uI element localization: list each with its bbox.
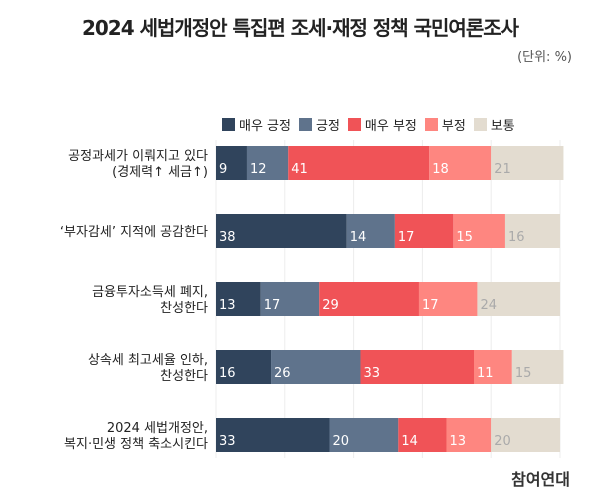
data-label: 11: [477, 366, 494, 381]
legend-label: 매우 긍정: [239, 119, 291, 134]
bar-segment: [453, 214, 505, 248]
data-label: 15: [456, 230, 473, 245]
data-label: 33: [363, 366, 380, 381]
data-label: 20: [494, 434, 511, 449]
bar-segment: [216, 418, 330, 452]
data-label: 20: [333, 434, 350, 449]
data-label: 13: [449, 434, 466, 449]
legend-label: 보통: [490, 119, 515, 134]
bar-segment: [511, 350, 564, 384]
category-label: 공정과세가 이뤄지고 있다: [68, 149, 208, 164]
legend-item: 매우 긍정: [222, 115, 291, 134]
bar-segment: [216, 214, 347, 248]
data-label: 33: [219, 434, 236, 449]
bar-segment: [360, 350, 474, 384]
category-label: 상속세 최고세율 인하,: [88, 353, 208, 368]
legend-item: 매우 부정: [347, 115, 417, 134]
data-label: 38: [219, 230, 236, 245]
unit-label: (단위: %): [517, 50, 572, 65]
category-label: ‘부자감세’ 지적에 공감한다: [60, 225, 208, 240]
bar-segment: [271, 350, 361, 384]
bar-segment: [319, 282, 419, 316]
legend-swatch: [473, 118, 487, 131]
data-label: 9: [219, 162, 227, 177]
legend-item: 부정: [424, 115, 466, 134]
data-label: 14: [401, 434, 418, 449]
category-label: 찬성한다: [160, 369, 208, 384]
bar-segment: [216, 350, 272, 384]
data-label: 26: [274, 366, 291, 381]
data-label: 24: [480, 298, 497, 313]
legend: 매우 긍정 긍정 매우 부정 부정 보통: [222, 115, 515, 134]
bar-segment: [491, 418, 560, 452]
data-label: 17: [398, 230, 415, 245]
data-label: 29: [322, 298, 339, 313]
bar-segment: [346, 214, 395, 248]
legend-label: 긍정: [315, 119, 340, 134]
bar-segment: [398, 418, 447, 452]
legend-swatch: [298, 118, 312, 131]
bar-segment: [504, 214, 560, 248]
bar-segment: [446, 418, 492, 452]
data-label: 14: [350, 230, 367, 245]
data-label: 41: [291, 162, 308, 177]
legend-item: 보통: [473, 115, 515, 134]
bar-segment: [474, 350, 512, 384]
legend-swatch: [347, 118, 361, 131]
bar-segment: [394, 214, 454, 248]
legend-label: 매우 부정: [364, 119, 417, 134]
brand-logo: 참여연대: [511, 470, 570, 489]
data-label: 13: [219, 298, 236, 313]
data-label: 21: [494, 162, 511, 177]
category-label: (경제력↑ 세금↑): [112, 165, 208, 180]
data-label: 18: [432, 162, 449, 177]
category-label: 2024 세법개정안,: [107, 421, 208, 436]
data-label: 15: [515, 366, 532, 381]
bar-segment: [246, 146, 289, 180]
data-label: 16: [508, 230, 525, 245]
legend-item: 긍정: [298, 115, 340, 134]
legend-label: 부정: [441, 119, 466, 134]
bar-segment: [288, 146, 430, 180]
data-label: 17: [264, 298, 281, 313]
bar-segment: [260, 282, 320, 316]
bar-segment: [329, 418, 399, 452]
category-label: 복지·민생 정책 축소시킨다: [64, 437, 208, 452]
data-label: 16: [219, 366, 236, 381]
data-label: 12: [250, 162, 267, 177]
chart-title: 2024 세법개정안 특집편 조세·재정 정책 국민여론조사: [81, 16, 519, 40]
bar-segment: [418, 282, 478, 316]
category-label: 금융투자소득세 폐지,: [92, 285, 208, 300]
category-label: 찬성한다: [160, 301, 208, 316]
legend-swatch: [424, 118, 438, 131]
bar-segment: [491, 146, 564, 180]
bar-segment: [216, 146, 247, 180]
bar-segment: [477, 282, 560, 316]
legend-swatch: [222, 118, 235, 131]
bar-segment: [216, 282, 261, 316]
bar-segment: [429, 146, 492, 180]
data-label: 17: [422, 298, 439, 313]
